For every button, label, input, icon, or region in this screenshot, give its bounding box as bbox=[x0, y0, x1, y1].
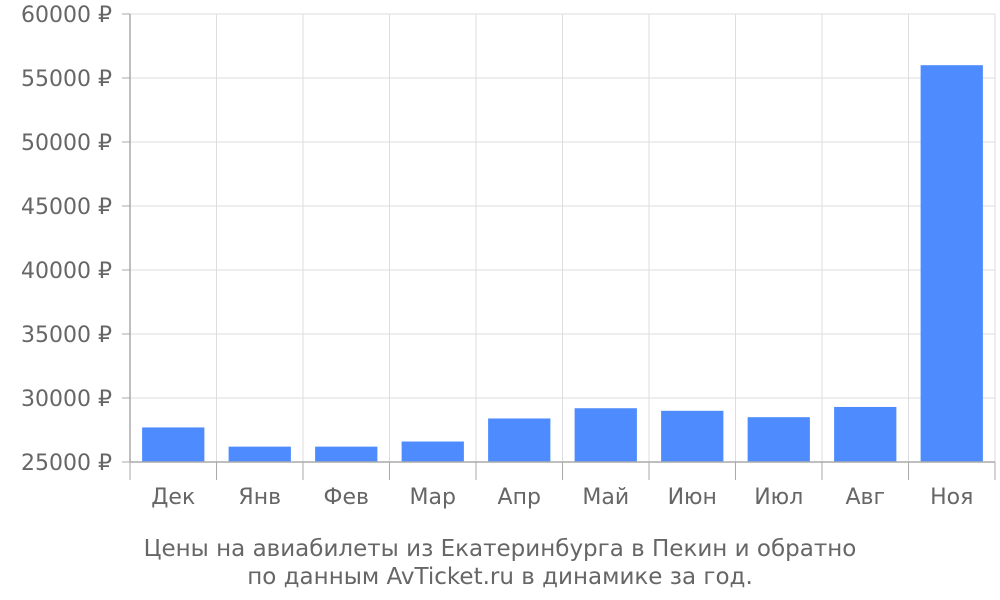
bar-5 bbox=[574, 408, 637, 462]
chart-caption-line-1: Цены на авиабилеты из Екатеринбурга в Пе… bbox=[144, 536, 857, 562]
y-tick-label: 25000 ₽ bbox=[21, 451, 112, 476]
y-tick-label: 50000 ₽ bbox=[21, 131, 112, 156]
y-tick-label: 35000 ₽ bbox=[21, 323, 112, 348]
bar-4 bbox=[488, 418, 551, 462]
x-tick-label: Дек bbox=[151, 485, 195, 510]
x-tick-label: Янв bbox=[238, 485, 281, 510]
y-tick-label: 30000 ₽ bbox=[21, 387, 112, 412]
y-tick-label: 45000 ₽ bbox=[21, 195, 112, 220]
x-tick-label: Июл bbox=[754, 485, 803, 510]
y-tick-labels: 25000 ₽ 30000 ₽ 35000 ₽ 40000 ₽ 45000 ₽ 50000… bbox=[21, 3, 112, 476]
grid-lines bbox=[130, 13, 996, 463]
x-tick-label: Ноя bbox=[930, 485, 973, 510]
x-tick-label: Июн bbox=[668, 485, 717, 510]
bar-0 bbox=[142, 427, 205, 462]
x-tick-label: Апр bbox=[498, 485, 541, 510]
x-tick-label: Май bbox=[582, 485, 629, 510]
bars bbox=[142, 65, 983, 462]
y-tick-label: 55000 ₽ bbox=[21, 67, 112, 92]
x-tick-label: Авг bbox=[845, 485, 885, 510]
bar-6 bbox=[661, 410, 724, 462]
x-tick-label: Фев bbox=[324, 485, 369, 510]
bar-8 bbox=[834, 406, 897, 462]
x-tick-labels: Дек Янв Фев Мар Апр Май Июн Июл Авг Ноя bbox=[151, 485, 973, 510]
bar-1 bbox=[228, 446, 291, 462]
y-tick-label: 40000 ₽ bbox=[21, 259, 112, 284]
chart-caption-line-2: по данным AvTicket.ru в динамике за год. bbox=[247, 564, 753, 590]
x-tick-label: Мар bbox=[410, 485, 456, 510]
bar-3 bbox=[401, 441, 464, 462]
y-tick-label: 60000 ₽ bbox=[21, 3, 112, 28]
bar-9 bbox=[920, 65, 983, 462]
bar-2 bbox=[315, 446, 378, 462]
bar-7 bbox=[747, 417, 810, 462]
axes bbox=[122, 13, 996, 480]
